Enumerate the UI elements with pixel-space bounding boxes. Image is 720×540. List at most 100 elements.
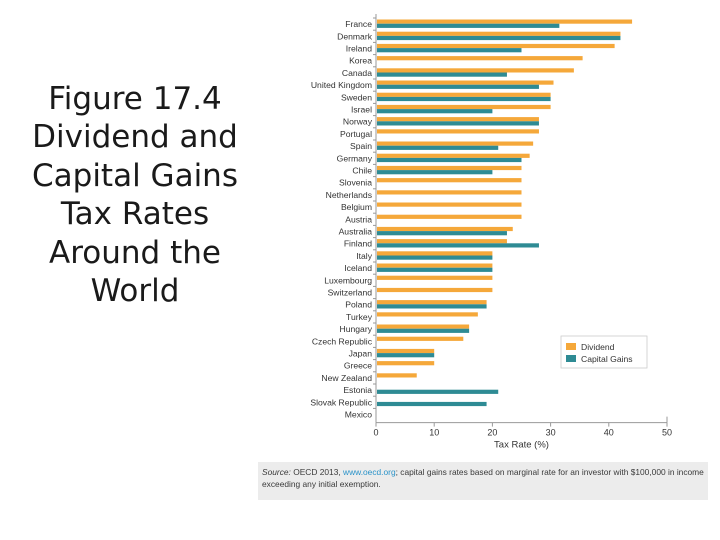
bar-dividend-united-kingdom xyxy=(377,80,554,85)
category-label-france: France xyxy=(345,19,372,29)
tax-rate-chart: France Denmark Ireland Korea Canada United Ki… xyxy=(310,14,672,450)
category-label-norway: Norway xyxy=(343,117,373,127)
category-label-united-kingdom: United Kingdom xyxy=(311,80,372,90)
category-label-portugal: Portugal xyxy=(340,129,372,139)
source-note: Source: OECD 2013, www.oecd.org; capital… xyxy=(258,462,708,500)
bar-dividend-hungary xyxy=(377,324,470,329)
title-line: Capital Gains xyxy=(32,157,238,194)
category-label-slovak-republic: Slovak Republic xyxy=(310,397,372,407)
bar-dividend-turkey xyxy=(377,312,478,317)
bar-capital-gains-japan xyxy=(377,353,435,358)
legend-box xyxy=(560,335,648,369)
category-label-spain: Spain xyxy=(350,141,372,151)
category-label-hungary: Hungary xyxy=(340,324,373,334)
bar-dividend-finland xyxy=(377,239,507,244)
source-text: ; capital gains rates based on marginal … xyxy=(262,467,704,489)
source-link[interactable]: www.oecd.org xyxy=(343,467,396,477)
bar-capital-gains-iceland xyxy=(377,267,493,272)
x-tick-label: 40 xyxy=(604,428,614,438)
category-label-korea: Korea xyxy=(349,56,372,66)
bar-dividend-czech-republic xyxy=(377,336,464,341)
source-label: Source: xyxy=(262,467,291,477)
bar-dividend-belgium xyxy=(377,202,522,207)
title-line: Dividend and xyxy=(32,119,238,156)
bar-dividend-poland xyxy=(377,300,487,305)
bar-dividend-denmark xyxy=(377,31,621,36)
bar-dividend-australia xyxy=(377,226,513,232)
bar-capital-gains-estonia xyxy=(377,389,499,394)
bar-dividend-sweden xyxy=(377,92,551,97)
bar-dividend-israel xyxy=(377,104,551,110)
category-label-netherlands: Netherlands xyxy=(326,190,372,200)
bar-capital-gains-poland xyxy=(377,304,487,309)
bar-dividend-new-zealand xyxy=(377,373,417,378)
bar-capital-gains-israel xyxy=(377,109,493,114)
category-label-japan: Japan xyxy=(349,349,373,359)
x-tick-label: 50 xyxy=(662,428,672,438)
legend-label-dividend: Dividend xyxy=(581,342,615,352)
bar-capital-gains-finland xyxy=(377,243,539,248)
category-label-poland: Poland xyxy=(345,300,372,310)
bar-dividend-spain xyxy=(377,141,534,146)
bar-dividend-austria xyxy=(377,214,522,219)
bar-capital-gains-denmark xyxy=(377,35,621,41)
bar-dividend-korea xyxy=(377,56,583,61)
bar-dividend-greece xyxy=(377,361,435,366)
category-label-canada: Canada xyxy=(342,68,372,78)
title-line: Around the xyxy=(49,234,221,271)
category-label-australia: Australia xyxy=(339,227,373,237)
bar-capital-gains-united-kingdom xyxy=(377,84,539,89)
bar-dividend-ireland xyxy=(377,43,615,49)
bar-dividend-norway xyxy=(377,117,539,122)
category-label-switzerland: Switzerland xyxy=(328,288,373,298)
category-label-sweden: Sweden xyxy=(341,92,372,102)
category-label-czech-republic: Czech Republic xyxy=(312,336,373,346)
category-label-chile: Chile xyxy=(352,166,372,176)
bar-capital-gains-france xyxy=(377,23,560,28)
legend-swatch-dividend xyxy=(566,343,576,350)
bar-capital-gains-canada xyxy=(377,72,507,77)
bar-capital-gains-australia xyxy=(377,231,507,236)
bar-capital-gains-sweden xyxy=(377,96,551,102)
title-line: Figure 17.4 xyxy=(48,81,222,117)
category-label-luxembourg: Luxembourg xyxy=(324,275,372,285)
category-label-turkey: Turkey xyxy=(346,312,373,322)
bar-dividend-canada xyxy=(377,68,574,73)
bar-dividend-france xyxy=(377,19,633,24)
bar-dividend-chile xyxy=(377,165,522,171)
x-axis-label: Tax Rate (%) xyxy=(494,440,549,450)
category-label-belgium: Belgium xyxy=(341,202,372,212)
category-label-estonia: Estonia xyxy=(343,385,372,395)
bar-capital-gains-italy xyxy=(377,255,493,260)
category-label-israel: Israel xyxy=(351,105,372,115)
title-line: World xyxy=(90,273,180,310)
bar-dividend-japan xyxy=(377,348,435,354)
legend-label-capital-gains: Capital Gains xyxy=(581,354,633,364)
x-tick-label: 0 xyxy=(373,428,378,438)
bar-dividend-iceland xyxy=(377,263,493,268)
slide-title: Figure 17.4 Dividend and Capital Gains T… xyxy=(20,80,250,311)
bar-dividend-germany xyxy=(377,153,530,158)
bar-dividend-italy xyxy=(377,251,493,256)
bar-dividend-slovenia xyxy=(377,178,522,183)
bar-capital-gains-hungary xyxy=(377,328,470,333)
category-label-greece: Greece xyxy=(344,361,372,371)
source-prefix: OECD 2013, xyxy=(293,467,341,477)
bar-dividend-portugal xyxy=(377,129,539,134)
legend-swatch-capital-gains xyxy=(566,355,576,362)
bar-capital-gains-spain xyxy=(377,145,499,150)
bar-capital-gains-slovak-republic xyxy=(377,401,487,407)
x-tick-label: 20 xyxy=(487,428,497,438)
bar-dividend-luxembourg xyxy=(377,275,493,280)
bar-capital-gains-ireland xyxy=(377,48,522,53)
x-tick-label: 10 xyxy=(429,428,439,438)
title-line: Tax Rates xyxy=(60,196,210,233)
category-label-new-zealand: New Zealand xyxy=(321,373,372,383)
category-label-italy: Italy xyxy=(356,251,372,261)
category-label-mexico: Mexico xyxy=(345,410,372,420)
category-label-denmark: Denmark xyxy=(337,31,373,41)
category-label-austria: Austria xyxy=(345,214,372,224)
category-label-iceland: Iceland xyxy=(344,263,372,273)
bar-dividend-switzerland xyxy=(377,287,493,293)
category-label-germany: Germany xyxy=(337,153,373,163)
